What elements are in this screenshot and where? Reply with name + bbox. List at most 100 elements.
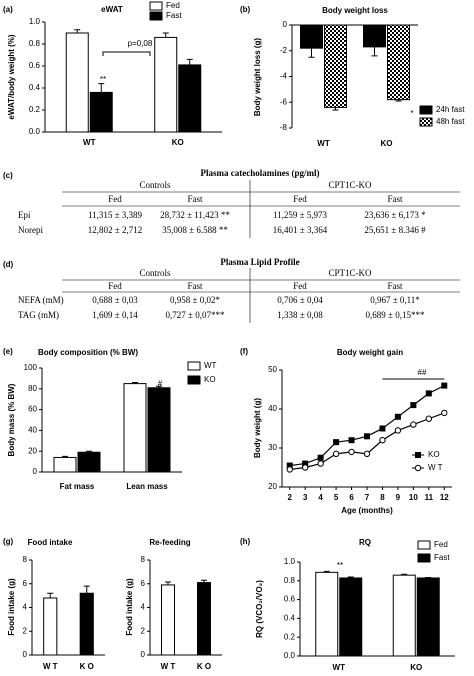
y-axis-title: Body weight loss (g): [253, 38, 262, 117]
point: [425, 415, 433, 422]
y-tick-label: 0: [33, 467, 38, 476]
table-cell: 16,401 ± 3,364: [273, 225, 328, 235]
y-tick-label: 0.6: [284, 595, 296, 604]
table-cell: 28,732 ± 11,423 **: [160, 210, 230, 220]
annotation: *: [410, 109, 413, 118]
bar: [147, 387, 171, 473]
y-tick-label: 40: [28, 426, 37, 435]
x-tick-label: 4: [318, 493, 323, 502]
y-tick-label: 0: [283, 20, 288, 29]
bar: [53, 456, 77, 473]
legend-swatch: [419, 105, 433, 115]
legend-label: KO: [204, 375, 216, 384]
panel-label: (g): [3, 537, 14, 546]
y-axis-title: Food intake (g): [125, 578, 134, 636]
table-column: Fed: [108, 281, 122, 291]
point: [410, 421, 417, 428]
bar: [197, 582, 211, 656]
bar: [339, 577, 363, 657]
error-bar: [401, 573, 408, 576]
bar: [300, 24, 323, 49]
y-tick-label: 6: [23, 579, 28, 588]
x-tick-label: KO: [172, 138, 184, 147]
point: [301, 464, 309, 471]
table-group: CPT1C-KO: [328, 180, 372, 190]
x-tick-label: WT: [333, 663, 346, 672]
error-bar: [156, 385, 162, 388]
row-label: TAG (mM): [18, 310, 59, 320]
table-title: Plasma catecholamines (pg/ml): [201, 168, 320, 178]
point: [286, 466, 293, 473]
table-cell: 0,967 ± 0,11*: [370, 295, 420, 305]
y-tick-label: 0.6: [29, 61, 41, 70]
y-tick-label: -6: [280, 97, 288, 106]
panel-label: (b): [240, 5, 251, 14]
chart-title: eWAT: [101, 5, 123, 14]
y-tick-label: 30: [268, 443, 277, 452]
x-tick-label: 6: [349, 493, 354, 502]
point: [332, 450, 340, 458]
legend-label: Fast: [434, 553, 450, 562]
panel-label: (h): [240, 537, 251, 546]
annotation: #: [158, 379, 163, 388]
x-tick-label: WT: [83, 138, 96, 147]
chart-title: Body composition (% BW): [38, 348, 138, 357]
y-tick-label: 8: [141, 555, 146, 564]
y-tick-label: -8: [280, 123, 288, 132]
table-cell: 0,689 ± 0,15***: [366, 310, 425, 320]
bar: [178, 64, 202, 133]
x-tick-label: Lean mass: [126, 482, 168, 491]
y-axis-title: Food intake (g): [7, 578, 16, 636]
error-bar: [83, 585, 90, 594]
error-bar: [132, 382, 138, 384]
error-bar: [201, 579, 207, 583]
annotation: **: [337, 561, 343, 570]
y-tick-label: 0: [141, 650, 146, 659]
bar: [161, 584, 175, 656]
annotation: **: [100, 75, 106, 84]
y-tick-label: 0.0: [29, 127, 41, 136]
y-tick-label: 80: [28, 384, 37, 393]
panel-label: (a): [3, 5, 13, 14]
y-tick-label: 6: [141, 579, 146, 588]
y-tick-label: 0: [23, 650, 28, 659]
legend-swatch: [149, 1, 163, 11]
table-group: CPT1C-KO: [328, 268, 372, 278]
table-column: Fed: [293, 194, 307, 204]
row-label: Norepi: [18, 225, 43, 235]
table-cell: 25,651 ± 8.346 #: [364, 225, 426, 235]
y-tick-label: 1.0: [284, 557, 296, 566]
point: [425, 390, 432, 397]
y-axis-title: Body mass (% BW): [7, 383, 16, 456]
point: [379, 425, 386, 432]
x-tick-label: K O: [197, 662, 211, 671]
table-cell: 23,636 ± 6,173 *: [364, 210, 426, 220]
bar: [324, 24, 347, 108]
annotation: ##: [418, 368, 427, 377]
point: [410, 402, 417, 409]
bar: [89, 91, 113, 133]
legend-swatch: [417, 540, 431, 550]
y-tick-label: 4: [23, 603, 28, 612]
x-tick-label: K O: [80, 662, 94, 671]
x-tick-label: W T: [43, 662, 58, 671]
point: [348, 437, 355, 444]
bar: [43, 597, 58, 656]
point: [317, 460, 324, 467]
table-column: Fast: [387, 194, 403, 204]
legend-label: KO: [428, 450, 440, 459]
table-cell: 0,706 ± 0,04: [277, 295, 323, 305]
chart-title: Body weight gain: [337, 348, 403, 357]
error-bar: [162, 32, 169, 38]
point: [394, 413, 401, 420]
y-tick-label: -2: [280, 46, 288, 55]
table-cell: 0,958 ± 0,02*: [170, 295, 220, 305]
x-tick-label: 9: [396, 493, 401, 502]
table-group: Controls: [139, 268, 171, 278]
error-bar: [308, 48, 315, 58]
x-tick-label: WT: [317, 139, 330, 148]
y-tick-label: 8: [23, 555, 28, 564]
x-tick-label: 10: [409, 493, 418, 502]
